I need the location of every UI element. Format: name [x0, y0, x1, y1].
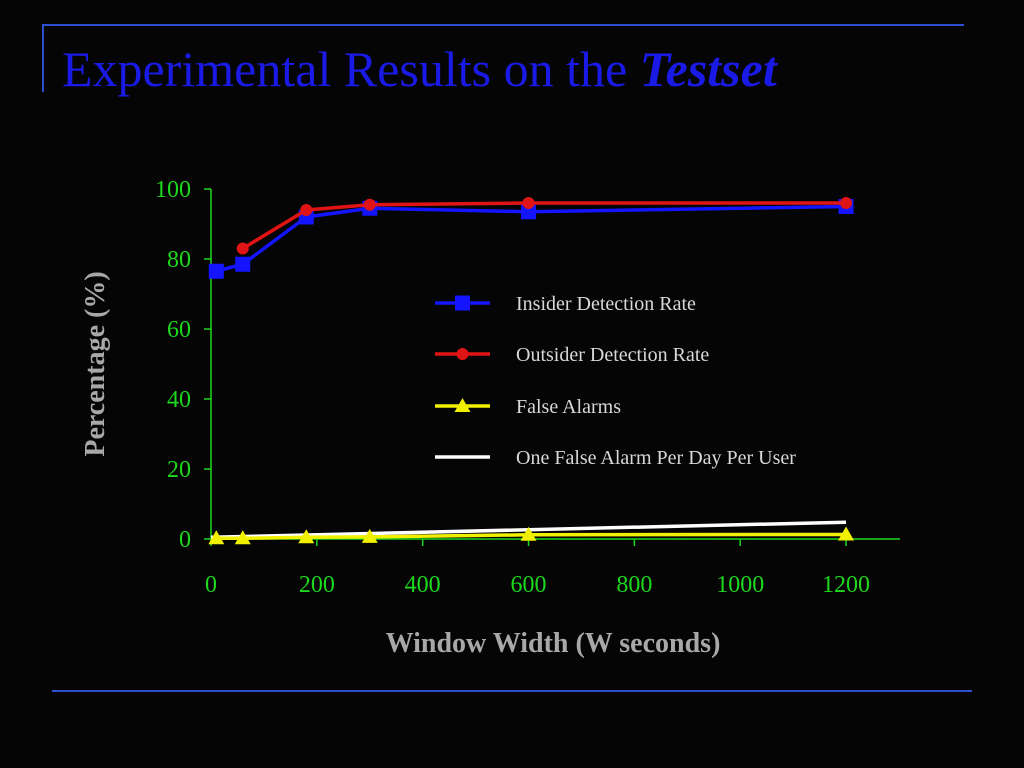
y-axis-title: Percentage (%) [80, 271, 111, 456]
legend-label: Outsider Detection Rate [516, 344, 709, 366]
slide-title-emphasis: Testset [639, 41, 777, 97]
data-point-triangle [208, 530, 225, 545]
y-tick-label: 20 [167, 457, 191, 483]
data-point-triangle [234, 530, 251, 545]
slide-title-main: Experimental Results on the [62, 41, 628, 97]
y-tick-label: 0 [179, 527, 191, 553]
x-tick-label: 1200 [822, 572, 870, 598]
legend-item: Outsider Detection Rate [435, 344, 709, 366]
y-tick-label: 80 [167, 247, 191, 273]
data-point-square [235, 256, 251, 272]
x-tick-label: 1000 [716, 572, 764, 598]
data-point-circle [236, 242, 249, 255]
y-tick-label: 60 [167, 317, 191, 343]
data-point-triangle [838, 526, 855, 541]
series-outsider-detection-rate [236, 197, 853, 255]
legend-label: Insider Detection Rate [516, 293, 696, 315]
top-rule [42, 24, 964, 26]
legend-item: False Alarms [435, 396, 621, 418]
y-tick-label: 100 [155, 177, 191, 203]
chart-series [208, 197, 855, 545]
x-tick-label: 600 [511, 572, 547, 598]
y-tick-label: 40 [167, 387, 191, 413]
data-point-triangle [520, 526, 537, 541]
left-rule [42, 24, 44, 92]
x-tick-label: 200 [299, 572, 335, 598]
legend-marker-triangle [454, 398, 471, 412]
data-point-square [521, 204, 537, 220]
bottom-rule [52, 690, 972, 692]
series-false-alarms [208, 526, 855, 545]
data-point-circle [840, 197, 853, 209]
x-tick-label: 400 [405, 572, 441, 598]
slide-title: Experimental Results on the Testset [62, 40, 777, 98]
x-axis-title: Window Width (W seconds) [386, 628, 721, 659]
data-point-square [208, 263, 224, 279]
legend-label: One False Alarm Per Day Per User [516, 447, 796, 469]
legend-item: Insider Detection Rate [435, 293, 696, 315]
data-point-circle [300, 204, 313, 216]
data-point-triangle [361, 528, 378, 543]
legend-label: False Alarms [516, 396, 621, 418]
data-point-triangle [298, 529, 315, 544]
legend-marker-circle [456, 348, 469, 360]
x-tick-label: 0 [205, 572, 217, 598]
data-point-circle [363, 198, 376, 211]
x-tick-label: 800 [616, 572, 652, 598]
data-point-circle [522, 197, 535, 209]
legend-item: One False Alarm Per Day Per User [435, 447, 796, 469]
legend-marker-square [455, 295, 470, 311]
chart-legend: Insider Detection Rate Outsider Detection… [435, 293, 796, 469]
